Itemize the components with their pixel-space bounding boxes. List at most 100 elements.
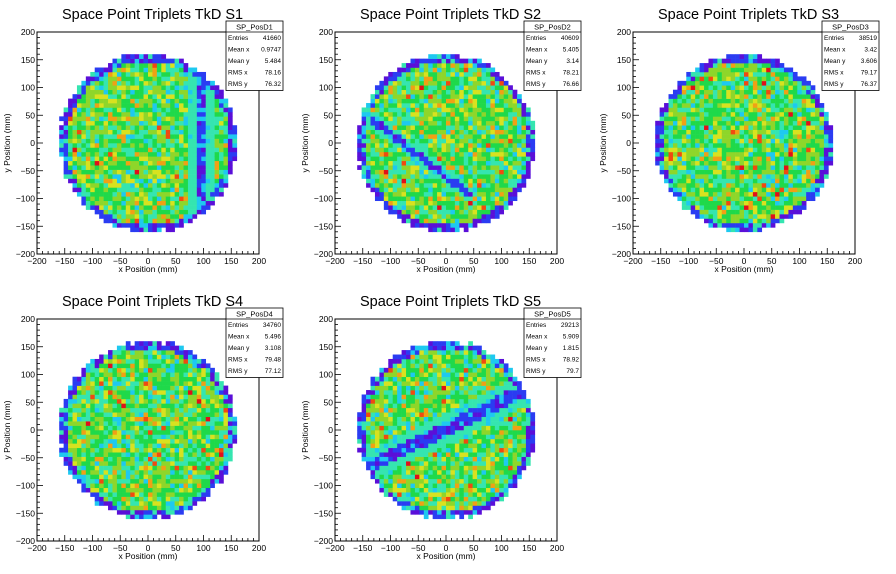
heatmap-cell: [201, 103, 207, 108]
heatmap-cell: [192, 147, 198, 153]
heatmap-cell: [130, 222, 135, 228]
heatmap-cell: [739, 178, 745, 184]
heatmap-cell: [108, 182, 113, 188]
heatmap-cell: [721, 103, 727, 108]
heatmap-cell: [196, 165, 202, 170]
heatmap-cell: [686, 196, 692, 202]
heatmap-cell: [174, 138, 180, 144]
heatmap-cell: [130, 116, 135, 122]
heatmap-cell: [797, 165, 803, 170]
heatmap-cell: [370, 169, 376, 175]
heatmap-cell: [783, 214, 789, 219]
heatmap-cell: [410, 107, 416, 113]
heatmap-cell: [116, 63, 122, 68]
heatmap-cell: [481, 191, 487, 197]
heatmap-cell: [766, 151, 771, 157]
heatmap-cell: [187, 169, 193, 175]
heatmap-cell: [801, 103, 807, 108]
heatmap-cell: [90, 492, 96, 497]
heatmap-cell: [148, 116, 153, 122]
heatmap-cell: [383, 147, 389, 153]
heatmap-cell: [85, 407, 91, 413]
heatmap-cell: [388, 160, 394, 166]
heatmap-cell: [419, 107, 425, 113]
heatmap-cell: [490, 174, 496, 179]
heatmap-cell: [437, 54, 442, 59]
heatmap-cell: [134, 345, 140, 351]
heatmap-cell: [81, 407, 87, 413]
heatmap-cell: [72, 98, 78, 104]
heatmap-cell: [148, 474, 153, 480]
heatmap-cell: [721, 80, 727, 86]
heatmap-cell: [152, 160, 158, 166]
heatmap-cell: [139, 447, 144, 453]
heatmap-cell: [196, 129, 202, 135]
heatmap-cell: [721, 63, 727, 68]
heatmap-cell: [517, 107, 522, 113]
heatmap-cell: [227, 147, 233, 153]
heatmap-cell: [108, 430, 113, 435]
heatmap-cell: [815, 191, 820, 197]
heatmap-cell: [156, 501, 162, 506]
heatmap-cell: [485, 85, 491, 91]
heatmap-cell: [161, 412, 167, 417]
heatmap-cell: [761, 147, 767, 153]
heatmap-cell: [187, 85, 193, 91]
heatmap-cell: [103, 367, 109, 373]
heatmap-cell: [477, 218, 482, 224]
heatmap-cell: [392, 182, 398, 188]
heatmap-cell: [810, 107, 816, 113]
heatmap-cell: [156, 147, 162, 153]
heatmap-cell: [659, 129, 665, 135]
heatmap-cell: [179, 98, 184, 104]
heatmap-cell: [174, 214, 180, 219]
heatmap-cell: [388, 116, 394, 122]
heatmap-cell: [530, 129, 536, 135]
heatmap-cell: [450, 98, 456, 104]
heatmap-cell: [690, 111, 696, 117]
heatmap-cell: [459, 191, 465, 197]
heatmap-cell: [219, 134, 224, 139]
heatmap-cell: [116, 496, 122, 502]
heatmap-cell: [792, 196, 798, 202]
heatmap-cell: [90, 416, 96, 422]
heatmap-cell: [108, 465, 113, 471]
heatmap-cell: [361, 125, 367, 130]
heatmap-cell: [192, 67, 198, 73]
heatmap-cell: [139, 111, 144, 117]
heatmap-cell: [85, 80, 91, 86]
heatmap-cell: [748, 80, 754, 86]
heatmap-cell: [170, 182, 175, 188]
heatmap-cell: [512, 169, 518, 175]
heatmap-cell: [801, 89, 807, 95]
heatmap-cell: [446, 174, 451, 179]
heatmap-cell: [788, 98, 794, 104]
heatmap-cell: [121, 89, 127, 95]
heatmap-cell: [161, 407, 167, 413]
heatmap-cell: [63, 430, 69, 435]
heatmap-cell: [161, 492, 167, 497]
heatmap-cell: [108, 403, 113, 409]
heatmap-cell: [423, 103, 429, 108]
heatmap-cell: [357, 129, 362, 135]
heatmap-cell: [121, 165, 127, 170]
heatmap-cell: [170, 76, 175, 82]
heatmap-cell: [357, 165, 362, 170]
heatmap-cell: [81, 196, 87, 202]
heatmap-cell: [797, 85, 803, 91]
heatmap-cell: [775, 98, 780, 104]
heatmap-cell: [112, 120, 118, 126]
heatmap-cell: [752, 187, 758, 193]
heatmap-cell: [730, 94, 736, 99]
heatmap-cell: [437, 143, 442, 148]
heatmap-cell: [432, 191, 438, 197]
heatmap-cell: [68, 103, 73, 108]
heatmap-cell: [437, 196, 442, 202]
heatmap-cell: [374, 107, 380, 113]
heatmap-cell: [699, 94, 705, 99]
heatmap-cell: [174, 89, 180, 95]
heatmap-cell: [792, 89, 798, 95]
heatmap-cell: [726, 169, 731, 175]
heatmap-cell: [156, 478, 162, 484]
heatmap-cell: [726, 227, 731, 233]
